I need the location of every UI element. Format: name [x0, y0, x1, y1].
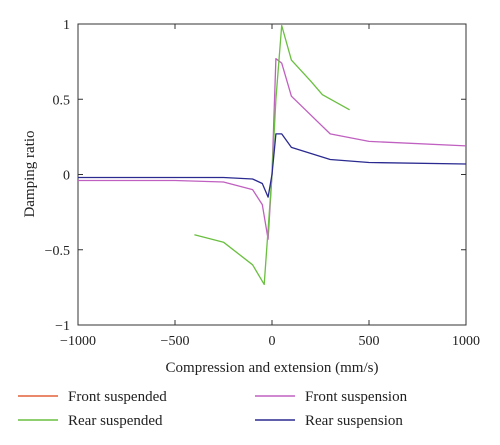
series-line-rear-suspended — [194, 24, 350, 286]
series-line-front-suspension — [78, 57, 467, 240]
legend-label: Front suspension — [305, 389, 408, 405]
y-tick-label: 1 — [63, 18, 70, 33]
x-tick-label: 0 — [269, 334, 276, 349]
y-axis-ticks: 1 0.5 0 −0.5 −1 — [45, 18, 466, 334]
x-tick-label: −500 — [161, 334, 190, 349]
series-line-rear-suspension — [78, 133, 467, 198]
series-layer — [78, 24, 467, 286]
legend: Front suspended Front suspension Rear susp… — [18, 389, 408, 429]
legend-label: Front suspended — [68, 389, 167, 405]
y-tick-label: 0.5 — [53, 93, 71, 108]
x-tick-label: −1000 — [60, 334, 96, 349]
legend-label: Rear suspended — [68, 413, 163, 429]
y-tick-label: 0 — [63, 169, 70, 184]
x-tick-label: 1000 — [452, 334, 480, 349]
legend-label: Rear suspension — [305, 413, 403, 429]
y-tick-label: −1 — [55, 319, 70, 334]
y-tick-label: −0.5 — [45, 244, 70, 259]
x-axis-label: Compression and extension (mm/s) — [166, 360, 379, 376]
y-axis-label: Damping ratio — [22, 130, 38, 217]
x-tick-label: 500 — [359, 334, 380, 349]
x-axis-ticks: −1000 −500 0 500 1000 — [60, 24, 480, 349]
